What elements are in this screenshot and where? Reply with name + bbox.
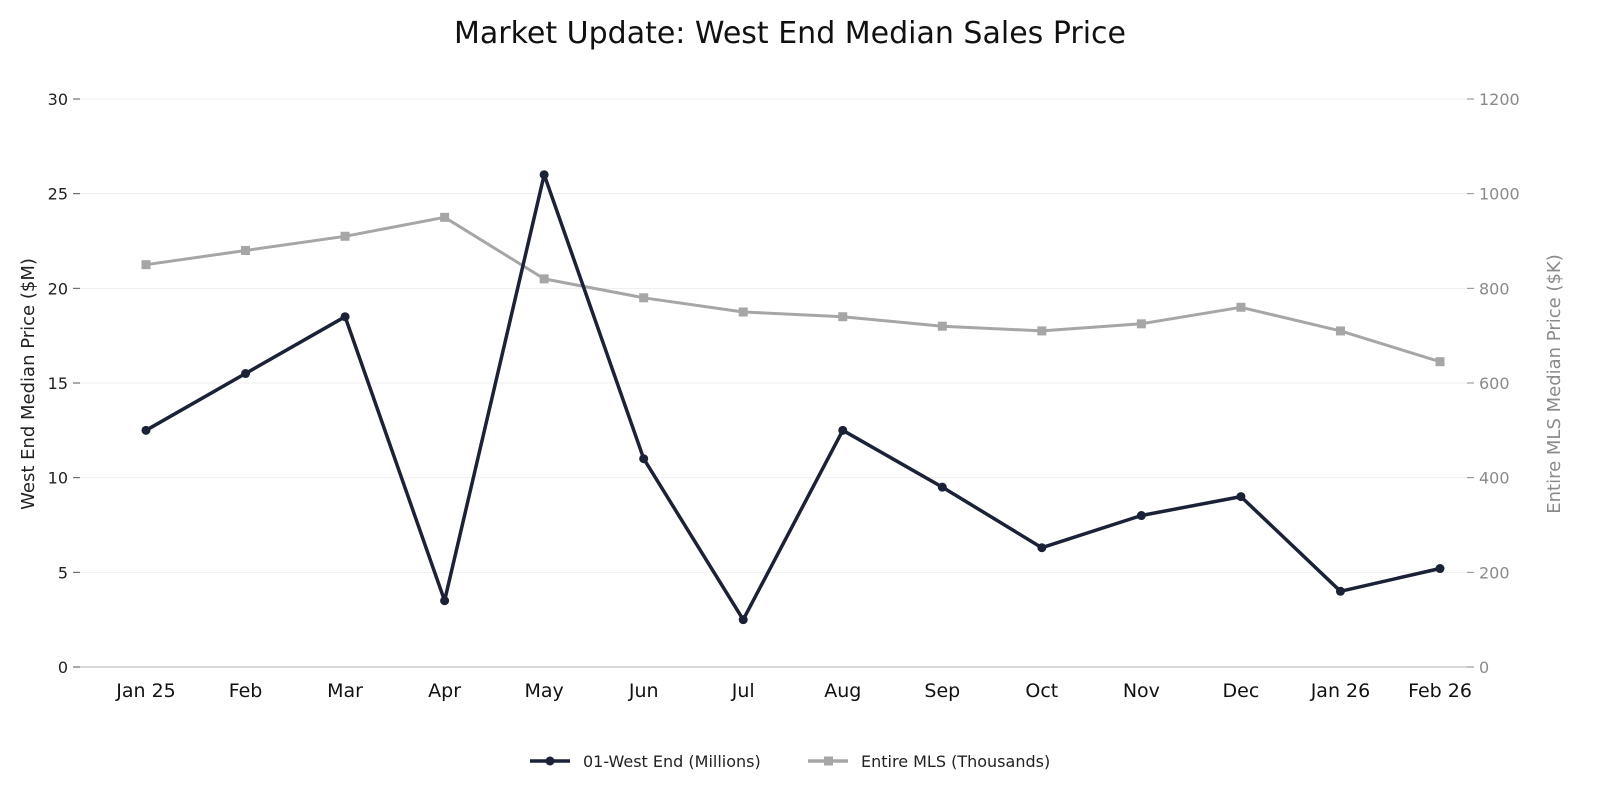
data-point — [539, 274, 549, 284]
right-tick-label: 400 — [1479, 469, 1510, 488]
left-axis-label: West End Median Price ($M) — [18, 258, 39, 510]
data-point — [1335, 326, 1345, 336]
left-tick-label: 10 — [48, 469, 68, 488]
series-line — [145, 172, 1441, 622]
data-point — [241, 245, 251, 255]
data-point — [937, 482, 947, 492]
data-point — [1236, 492, 1246, 502]
x-tick-label: Oct — [1025, 680, 1058, 702]
data-point — [738, 307, 748, 317]
x-tick-label: Mar — [327, 680, 363, 702]
data-point — [1335, 586, 1345, 596]
series-line — [145, 215, 1441, 364]
x-tick-label: May — [525, 680, 564, 702]
data-point — [340, 312, 350, 322]
left-tick-label: 30 — [48, 90, 68, 109]
data-point — [838, 425, 848, 435]
legend-label: 01-West End (Millions) — [583, 752, 761, 771]
x-tick-label: Aug — [824, 680, 861, 702]
grid — [80, 98, 1467, 573]
right-axis-label: Entire MLS Median Price ($K) — [1544, 254, 1565, 513]
data-point — [738, 615, 748, 625]
data-point — [440, 212, 450, 222]
left-tick-label: 0 — [58, 658, 68, 677]
data-point — [1136, 319, 1146, 329]
right-axis-ticks: 0 200 400 600 800 1000 1200 — [1467, 90, 1520, 677]
data-point — [440, 596, 450, 606]
right-tick-label: 1200 — [1479, 90, 1520, 109]
x-tick-label: Apr — [428, 680, 461, 702]
legend-label: Entire MLS (Thousands) — [861, 752, 1050, 771]
left-axis-ticks: 0 5 10 15 20 25 30 — [48, 90, 80, 677]
data-point — [639, 293, 649, 303]
legend-item: Entire MLS (Thousands) — [808, 752, 1050, 771]
x-tick-label: Jun — [628, 680, 659, 702]
data-point — [838, 312, 848, 322]
right-tick-label: 600 — [1479, 374, 1510, 393]
x-tick-label: Jan 25 — [115, 680, 176, 702]
left-tick-label: 25 — [48, 185, 68, 204]
data-point — [241, 369, 251, 379]
left-tick-label: 5 — [58, 563, 68, 582]
data-point — [141, 260, 151, 270]
legend-item: 01-West End (Millions) — [530, 752, 761, 771]
x-tick-label: Feb — [229, 680, 263, 702]
data-point — [1435, 357, 1445, 367]
data-point — [340, 231, 350, 241]
x-tick-label: Jan 26 — [1310, 680, 1371, 702]
x-tick-label: Dec — [1223, 680, 1260, 702]
x-tick-label: Nov — [1123, 680, 1160, 702]
right-tick-label: 800 — [1479, 279, 1510, 298]
legend-swatch-marker — [545, 756, 555, 766]
series-layer — [141, 170, 1445, 625]
data-point — [1435, 564, 1445, 574]
data-point — [539, 170, 549, 180]
data-point — [1236, 302, 1246, 312]
legend-swatch-marker — [824, 756, 833, 766]
right-tick-label: 1000 — [1479, 185, 1520, 204]
x-tick-label: Sep — [924, 680, 960, 702]
x-axis-ticks: Jan 25 Feb Mar Apr May Jun Jul Aug Sep Oct Nov Dec J… — [115, 680, 1472, 702]
chart-title: Market Update: West End Median Sales Pri… — [454, 16, 1126, 51]
data-point — [141, 425, 151, 435]
x-tick-label: Jul — [731, 680, 755, 702]
data-point — [937, 321, 947, 331]
right-tick-label: 0 — [1479, 658, 1489, 677]
data-point — [1136, 511, 1146, 521]
right-tick-label: 200 — [1479, 563, 1510, 582]
series-right — [141, 212, 1445, 367]
series-left — [141, 170, 1445, 625]
data-point — [639, 454, 649, 464]
left-tick-label: 15 — [48, 374, 68, 393]
data-point — [1037, 543, 1047, 553]
data-point — [1037, 326, 1047, 336]
left-tick-label: 20 — [48, 279, 68, 298]
legend: 01-West End (Millions) Entire MLS (Thousa… — [530, 752, 1050, 771]
x-tick-label: Feb 26 — [1408, 680, 1472, 702]
